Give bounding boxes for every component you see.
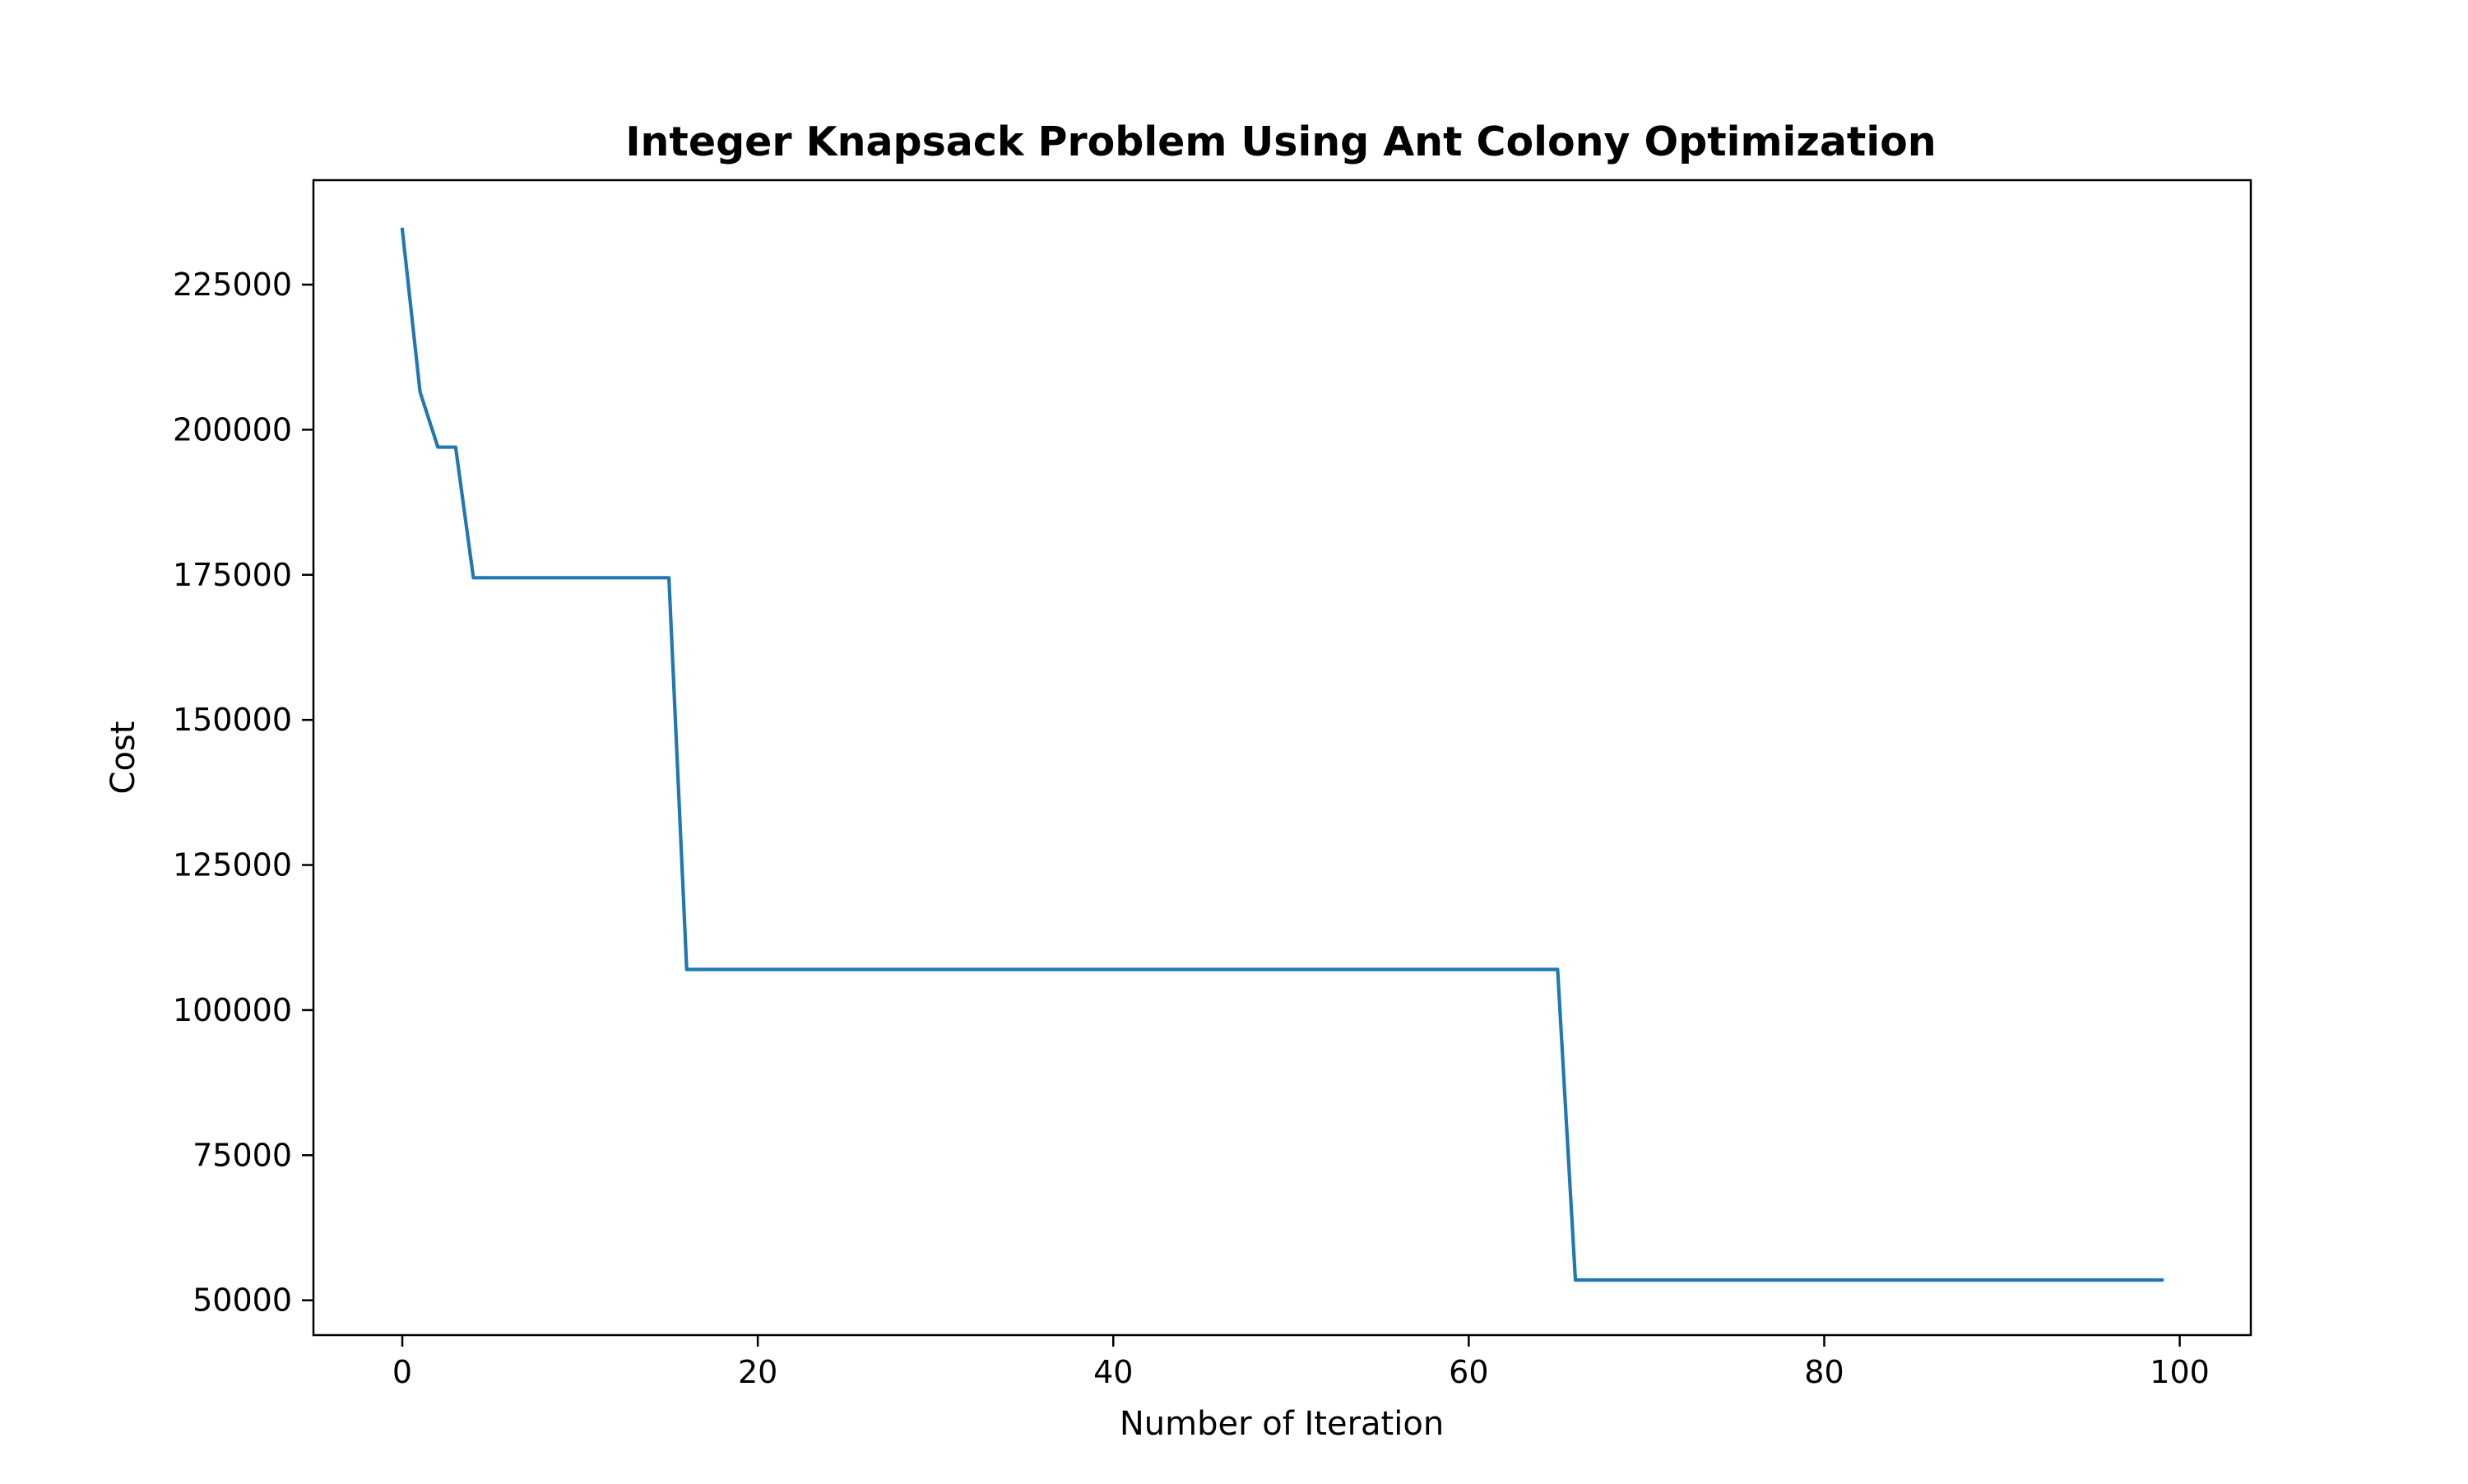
series-group bbox=[400, 227, 2164, 1282]
x-tick-label: 100 bbox=[2150, 1354, 2210, 1390]
axis-ticks: 0 20 40 60 80 100 50000 75000 100000 125000 150000… bbox=[173, 267, 2210, 1390]
x-tick-label: 60 bbox=[1449, 1354, 1488, 1390]
x-tick-label: 20 bbox=[738, 1354, 777, 1390]
y-tick-label: 100000 bbox=[173, 992, 292, 1028]
y-axis-label: Cost bbox=[104, 721, 142, 795]
y-tick-label: 175000 bbox=[173, 557, 292, 593]
chart-title: Integer Knapsack Problem Using Ant Colon… bbox=[625, 118, 1936, 165]
x-axis-label: Number of Iteration bbox=[1120, 1405, 1444, 1443]
y-tick-label: 125000 bbox=[173, 847, 292, 883]
y-tick-label: 75000 bbox=[193, 1137, 292, 1173]
x-tick-label: 0 bbox=[392, 1354, 412, 1390]
series-line bbox=[400, 227, 2164, 1282]
y-tick-label: 50000 bbox=[193, 1282, 292, 1319]
y-tick-label: 225000 bbox=[173, 267, 292, 303]
x-tick-label: 40 bbox=[1093, 1354, 1133, 1390]
y-tick-label: 200000 bbox=[173, 411, 292, 448]
plot-frame bbox=[312, 179, 2252, 1337]
y-tick-label: 150000 bbox=[173, 702, 292, 738]
x-tick-label: 80 bbox=[1804, 1354, 1844, 1390]
